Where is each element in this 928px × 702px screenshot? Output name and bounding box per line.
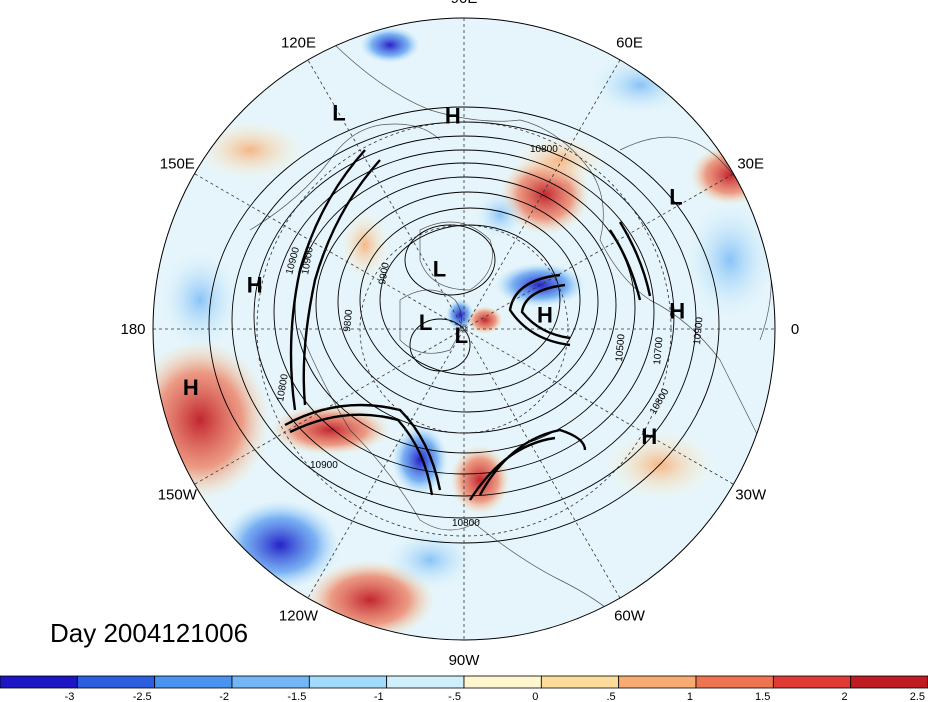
contour-label: 10900 <box>692 316 705 345</box>
contour-label: 10900 <box>310 460 338 471</box>
colorbar-label: -.5 <box>448 691 461 702</box>
jet-contours <box>284 149 652 501</box>
colorbar-label: 2 <box>842 691 848 702</box>
longitude-label: 30W <box>735 487 767 504</box>
longitude-label: 180 <box>120 321 145 338</box>
colorbar-box <box>386 675 465 689</box>
longitude-label: 60W <box>614 608 646 625</box>
low-pressure-label: L <box>332 101 345 126</box>
colorbar-label: -1 <box>374 691 384 702</box>
colorbar-labels: -3-2.5-2-1.5-1-.50.511.522.53 <box>65 691 925 702</box>
colorbar-label: -1.5 <box>287 691 306 702</box>
high-pressure-label: H <box>641 424 657 449</box>
contour-label: 10800 <box>530 144 558 155</box>
colorbar-label: -2.5 <box>133 691 152 702</box>
longitude-label: 60E <box>616 34 643 51</box>
longitude-labels: 90E 60E 30E 0 30W 60W 90W 120W 150W 180 150E 120E <box>120 0 799 669</box>
colorbar-box <box>154 675 233 689</box>
longitude-label: 150E <box>160 156 195 173</box>
colorbar-label: 1 <box>687 691 693 702</box>
high-pressure-label: H <box>247 273 263 298</box>
colorbar-box <box>618 675 697 689</box>
colorbar-label: .5 <box>606 691 615 702</box>
graticule <box>153 18 775 640</box>
contour-label: 10900 <box>300 246 316 276</box>
colorbar: -3-2.5-2-1.5-1-.50.511.522.53 <box>0 675 928 702</box>
longitude-label: 150W <box>158 487 198 504</box>
high-pressure-label: H <box>445 103 461 128</box>
contour-label: 9900 <box>377 261 392 285</box>
low-pressure-label: L <box>433 256 446 281</box>
contour-label: 10700 <box>652 336 665 365</box>
longitude-label: 120E <box>281 34 316 51</box>
low-pressure-label: L <box>669 185 682 210</box>
longitude-label: 0 <box>791 321 799 338</box>
low-pressure-label: L <box>455 323 468 348</box>
colorbar-box <box>308 675 388 689</box>
contour-label: 10800 <box>275 373 291 403</box>
colorbar-label: 1.5 <box>755 691 770 702</box>
colorbar-box <box>695 675 774 689</box>
longitude-label: 90E <box>451 0 478 7</box>
colorbar-box <box>540 675 620 689</box>
colorbar-box <box>850 675 928 689</box>
contour-value-labels: 10800 10900 9900 10500 10700 10800 10900… <box>275 144 705 529</box>
contour-label: 10800 <box>452 518 480 529</box>
high-pressure-label: H <box>669 298 685 323</box>
colorbar-label: -3 <box>65 691 75 702</box>
contour-label: 9800 <box>342 309 355 333</box>
colorbar-label: 0 <box>532 691 538 702</box>
colorbar-boxes <box>0 675 928 689</box>
colorbar-box <box>0 675 78 689</box>
contour-label: 10500 <box>614 333 627 362</box>
colorbar-box <box>76 675 156 689</box>
colorbar-box <box>772 675 852 689</box>
high-pressure-label: H <box>183 375 199 400</box>
colorbar-label: 2.5 <box>910 691 925 702</box>
longitude-label: 90W <box>449 652 481 669</box>
colorbar-box <box>463 675 542 689</box>
longitude-label: 120W <box>279 608 319 625</box>
map-boundary <box>152 17 776 641</box>
longitude-label: 30E <box>737 156 764 173</box>
chart-title: Day 2004121006 <box>50 618 249 648</box>
colorbar-label: -2 <box>219 691 229 702</box>
low-pressure-label: L <box>419 310 432 335</box>
high-pressure-label: H <box>537 303 553 328</box>
colorbar-box <box>231 675 310 689</box>
